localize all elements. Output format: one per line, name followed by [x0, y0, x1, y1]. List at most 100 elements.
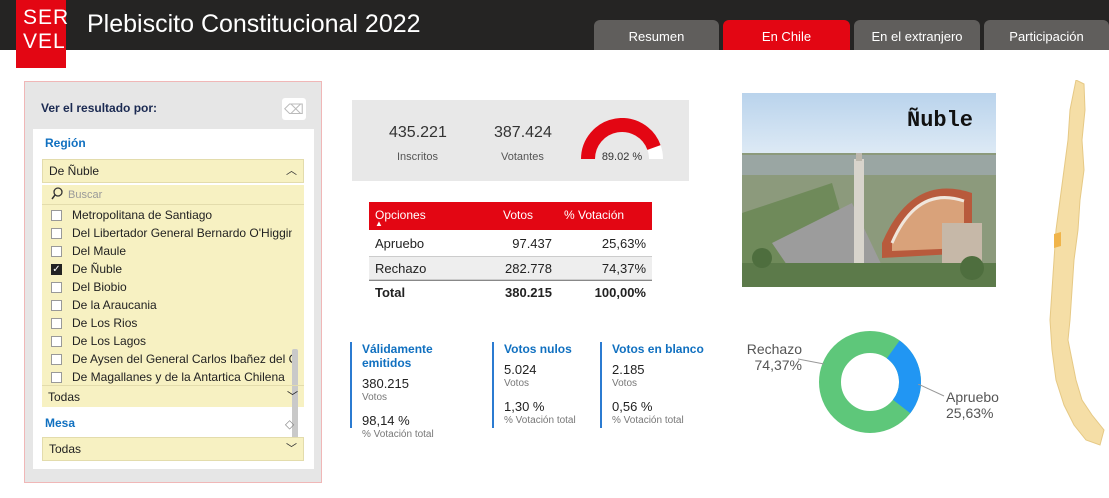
stat-pct-label: % Votación total: [612, 415, 684, 426]
chile-country-shape: [1049, 80, 1105, 446]
photo-title: Ñuble: [907, 108, 974, 133]
participation-gauge: 89.02 %: [581, 118, 663, 163]
table-header: Opciones Votos % Votación ▲: [369, 202, 652, 230]
region-option[interactable]: De Aysen del General Carlos Ibañez del C…: [42, 350, 292, 368]
clear-filters-button[interactable]: ⌫: [282, 98, 306, 120]
region-option[interactable]: De la Araucania: [42, 296, 292, 314]
rechazo-name: Rechazo: [746, 341, 802, 357]
stat-title: Votos nulos: [504, 342, 572, 356]
region-option-label: De Aysen del General Carlos Ibañez del C…: [72, 352, 292, 366]
logo-line-2: VEL: [23, 30, 66, 53]
page-title: Plebiscito Constitucional 2022: [87, 10, 421, 38]
region-option[interactable]: De Los Rios: [42, 314, 292, 332]
stat-pct: 98,14 %: [362, 413, 410, 428]
checkbox-icon[interactable]: [51, 372, 62, 383]
stat-title: Votos en blanco: [612, 342, 704, 356]
donut-apruebo-slice[interactable]: [886, 340, 921, 414]
servel-logo: SER VEL: [16, 0, 68, 68]
votantes-value: 387.424: [494, 124, 552, 141]
apruebo-name: Apruebo: [946, 389, 999, 405]
mesa-dropdown[interactable]: Todas ﹀: [42, 437, 304, 461]
table-total-row: Total 380.215 100,00%: [369, 280, 652, 304]
header-opciones[interactable]: Opciones: [375, 208, 426, 222]
region-footer-label: Todas: [48, 390, 81, 404]
checkbox-icon[interactable]: [51, 300, 62, 311]
stat-validos: Válidamente emitidos 380.215 Votos 98,14…: [350, 342, 480, 440]
region-items: Metropolitana de Santiago Del Libertador …: [42, 206, 292, 386]
region-option[interactable]: De Los Lagos: [42, 332, 292, 350]
checkbox-icon[interactable]: [51, 336, 62, 347]
stat-pct-label: % Votación total: [362, 429, 434, 440]
total-label: Total: [375, 285, 406, 300]
region-dropdown[interactable]: De Ñuble ︿: [42, 159, 304, 183]
results-donut: [819, 331, 921, 433]
region-list: Buscar Metropolitana de Santiago Del Libe…: [42, 185, 304, 455]
region-selected-value: De Ñuble: [49, 164, 100, 178]
stat-votes-label: Votos: [504, 378, 530, 389]
region-option[interactable]: Del Biobio: [42, 278, 292, 296]
chile-map: [1049, 80, 1105, 446]
donut-label-rechazo: Rechazo 74,37%: [742, 341, 802, 373]
apruebo-pct: 25,63%: [946, 405, 994, 421]
inscritos-label: Inscritos: [397, 151, 438, 163]
mesa-label: Mesa: [45, 416, 76, 430]
region-option[interactable]: De Magallanes y de la Antartica Chilena: [42, 368, 292, 386]
region-label: Región: [45, 136, 86, 150]
region-option-label: Del Libertador General Bernardo O'Higgin…: [72, 226, 292, 240]
tab-resumen[interactable]: Resumen: [594, 20, 719, 50]
header-votos[interactable]: Votos: [503, 208, 534, 222]
stat-pct: 0,56 %: [612, 399, 653, 414]
region-photo: Ñuble: [742, 93, 996, 287]
region-option-label: Del Biobio: [72, 280, 127, 294]
stat-votes: 2.185: [612, 362, 645, 377]
region-option[interactable]: Del Libertador General Bernardo O'Higgin…: [42, 224, 292, 242]
stat-votes: 5.024: [504, 362, 537, 377]
mesa-eraser-icon[interactable]: ◇: [285, 417, 295, 431]
region-select-all[interactable]: Todas ﹀: [42, 385, 304, 407]
donut-leader-rechazo: [798, 358, 825, 365]
region-search-input[interactable]: Buscar: [42, 185, 304, 205]
stat-votes-label: Votos: [362, 392, 388, 403]
checkbox-icon[interactable]: [51, 228, 62, 239]
header-votacion[interactable]: % Votación: [564, 208, 625, 222]
total-votes: 380.215: [505, 285, 552, 300]
filter-inner: Región De Ñuble ︿ Buscar Metropolitana d…: [33, 129, 314, 469]
tab-en-chile[interactable]: En Chile: [723, 20, 850, 50]
total-pct: 100,00%: [594, 285, 646, 300]
stat-votes: 380.215: [362, 376, 409, 391]
region-option[interactable]: ✓ De Ñuble: [42, 260, 292, 278]
rechazo-pct: 74,37%: [754, 357, 802, 373]
checkbox-icon[interactable]: [51, 282, 62, 293]
stat-votes-label: Votos: [612, 378, 638, 389]
checkbox-icon[interactable]: [51, 210, 62, 221]
checkbox-icon[interactable]: [51, 318, 62, 329]
checkbox-icon[interactable]: [51, 354, 62, 365]
region-option-label: Del Maule: [72, 244, 127, 258]
sort-icon: ▲: [375, 219, 383, 228]
tab-participacion[interactable]: Participación: [984, 20, 1109, 50]
row-option: Apruebo: [375, 236, 425, 251]
tab-en-el-extranjero[interactable]: En el extranjero: [854, 20, 980, 50]
table-row: Rechazo 282.778 74,37%: [369, 256, 652, 280]
search-icon: [51, 187, 63, 200]
region-option-label: De Ñuble: [72, 262, 123, 276]
filter-heading: Ver el resultado por:: [41, 101, 158, 115]
filter-panel: Ver el resultado por: ⌫ Región De Ñuble …: [24, 81, 322, 483]
row-pct: 74,37%: [601, 261, 646, 276]
region-option[interactable]: Del Maule: [42, 242, 292, 260]
cathedral-image: [742, 93, 996, 287]
region-option[interactable]: Metropolitana de Santiago: [42, 206, 292, 224]
mesa-selected-value: Todas: [49, 442, 82, 456]
checkbox-checked-icon[interactable]: ✓: [51, 264, 62, 275]
row-pct: 25,63%: [601, 236, 646, 251]
list-scrollbar[interactable]: [292, 349, 298, 455]
region-option-label: Metropolitana de Santiago: [72, 208, 213, 222]
top-bar: Plebiscito Constitucional 2022 Resumen E…: [0, 0, 1109, 50]
region-highlight[interactable]: [1054, 232, 1061, 248]
summary-card: 435.221 Inscritos 387.424 Votantes 89.02…: [352, 100, 689, 181]
chevron-up-icon: ︿: [286, 165, 297, 177]
checkbox-icon[interactable]: [51, 246, 62, 257]
region-option-label: De Magallanes y de la Antartica Chilena: [72, 370, 285, 384]
region-option-label: De la Araucania: [72, 298, 157, 312]
